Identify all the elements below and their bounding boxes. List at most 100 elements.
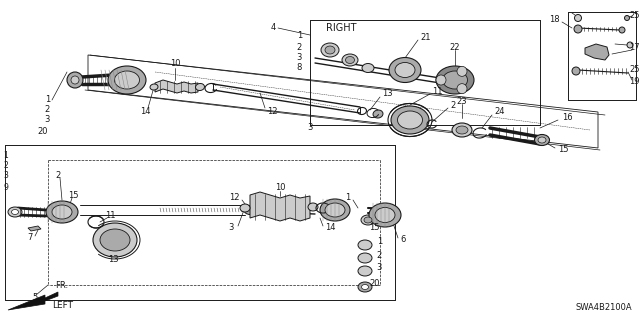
Text: 8: 8 <box>296 63 302 72</box>
Ellipse shape <box>8 207 22 217</box>
Text: 15: 15 <box>68 190 79 199</box>
Text: 14: 14 <box>140 108 150 116</box>
Text: 12: 12 <box>267 108 278 116</box>
Circle shape <box>574 25 582 33</box>
Text: 1: 1 <box>377 238 382 247</box>
Ellipse shape <box>456 126 468 134</box>
Ellipse shape <box>395 63 415 78</box>
Text: 10: 10 <box>275 183 285 192</box>
Text: 18: 18 <box>549 16 560 25</box>
Ellipse shape <box>369 203 401 227</box>
Text: 13: 13 <box>382 90 392 99</box>
Text: 12: 12 <box>230 192 240 202</box>
Text: 20: 20 <box>369 279 380 288</box>
Ellipse shape <box>100 229 130 251</box>
Text: LEFT: LEFT <box>52 300 73 309</box>
Ellipse shape <box>534 135 550 145</box>
Text: 5: 5 <box>32 293 37 302</box>
Text: 17: 17 <box>629 43 640 53</box>
Circle shape <box>575 14 582 21</box>
Text: 3: 3 <box>296 54 302 63</box>
Text: 11: 11 <box>105 211 115 219</box>
Text: 3: 3 <box>45 115 50 124</box>
Circle shape <box>457 66 467 76</box>
Text: 25: 25 <box>630 65 640 75</box>
Text: 15: 15 <box>558 145 568 154</box>
Ellipse shape <box>391 106 429 134</box>
Ellipse shape <box>397 111 422 129</box>
Text: 23: 23 <box>457 97 467 106</box>
Text: FR.: FR. <box>55 280 68 290</box>
Polygon shape <box>155 80 198 93</box>
Text: 16: 16 <box>562 114 573 122</box>
Text: 2: 2 <box>297 43 302 53</box>
Text: 4: 4 <box>271 24 276 33</box>
Text: SWA4B2100A: SWA4B2100A <box>575 303 632 313</box>
Text: 1: 1 <box>345 192 350 202</box>
Ellipse shape <box>358 266 372 276</box>
Ellipse shape <box>358 240 372 250</box>
Ellipse shape <box>342 54 358 66</box>
Ellipse shape <box>361 215 375 225</box>
Ellipse shape <box>308 203 318 211</box>
Circle shape <box>572 67 580 75</box>
Text: 3: 3 <box>228 224 234 233</box>
Ellipse shape <box>325 203 345 217</box>
Polygon shape <box>28 226 41 231</box>
Ellipse shape <box>362 63 374 72</box>
Ellipse shape <box>195 84 205 91</box>
Ellipse shape <box>358 253 372 263</box>
Ellipse shape <box>325 46 335 54</box>
Ellipse shape <box>46 201 78 223</box>
Ellipse shape <box>389 57 421 83</box>
Text: 22: 22 <box>450 42 460 51</box>
Text: 7: 7 <box>28 234 33 242</box>
Text: 1: 1 <box>3 151 8 160</box>
Ellipse shape <box>373 110 383 118</box>
Ellipse shape <box>320 199 350 221</box>
Polygon shape <box>250 192 310 221</box>
Ellipse shape <box>436 66 474 94</box>
Text: 3: 3 <box>3 170 8 180</box>
Text: 2: 2 <box>450 100 455 109</box>
Circle shape <box>625 16 630 20</box>
Text: RIGHT: RIGHT <box>326 23 356 33</box>
Circle shape <box>627 42 633 48</box>
Ellipse shape <box>108 66 146 94</box>
Ellipse shape <box>452 123 472 137</box>
Ellipse shape <box>93 223 137 257</box>
Ellipse shape <box>244 205 256 214</box>
Circle shape <box>457 84 467 94</box>
Text: 14: 14 <box>325 224 335 233</box>
Text: 2: 2 <box>45 106 50 115</box>
Ellipse shape <box>52 205 72 219</box>
Text: 2: 2 <box>377 250 382 259</box>
Circle shape <box>436 75 446 85</box>
Ellipse shape <box>364 217 372 223</box>
Text: 13: 13 <box>108 256 118 264</box>
Circle shape <box>67 72 83 88</box>
Ellipse shape <box>358 282 372 292</box>
Ellipse shape <box>442 71 467 89</box>
Polygon shape <box>585 44 609 60</box>
Ellipse shape <box>240 204 250 212</box>
Text: 3: 3 <box>376 263 382 272</box>
Text: 6: 6 <box>400 235 405 244</box>
Text: 21: 21 <box>420 33 431 41</box>
Text: 2: 2 <box>55 170 60 180</box>
Ellipse shape <box>150 84 158 90</box>
Ellipse shape <box>362 285 369 290</box>
Text: 24: 24 <box>494 108 504 116</box>
Ellipse shape <box>538 137 546 143</box>
Ellipse shape <box>115 71 140 89</box>
Text: 3: 3 <box>307 123 313 132</box>
Text: 1: 1 <box>45 95 50 105</box>
Ellipse shape <box>346 56 355 63</box>
Ellipse shape <box>375 207 395 222</box>
Polygon shape <box>8 292 58 310</box>
Text: 1: 1 <box>297 31 302 40</box>
Ellipse shape <box>321 43 339 57</box>
Text: 19: 19 <box>630 78 640 86</box>
Text: 25: 25 <box>630 11 640 19</box>
Text: 2: 2 <box>3 160 8 169</box>
